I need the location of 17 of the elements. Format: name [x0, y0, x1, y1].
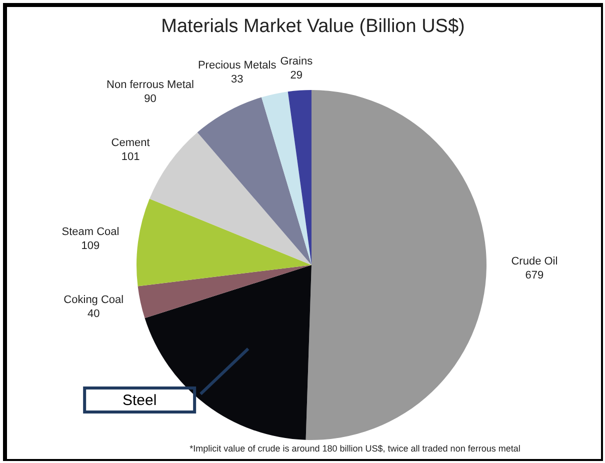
text: *Implicit value of crude is around 180 billion US$, twice all traded non ferrous metal: [190, 443, 520, 454]
slice-label: Precious Metals: [198, 59, 277, 72]
data-label: 101: [121, 150, 140, 163]
data-label: 33: [230, 73, 244, 86]
data-label: 40: [88, 308, 100, 320]
slice-label: Steam Coal: [62, 226, 120, 238]
slice-label: Coking Coal: [64, 294, 124, 306]
slice-label: Crude Oil: [511, 255, 558, 268]
data-label: 29: [290, 69, 303, 82]
data-label: 679: [525, 269, 544, 282]
slice-label: Grains: [280, 55, 314, 68]
slice-label: Steel: [122, 392, 157, 410]
data-label: 90: [144, 93, 156, 106]
slice-label: Non ferrous Metal: [106, 79, 194, 92]
data-label: 109: [81, 240, 100, 252]
chart-title: Materials Market Value (Billion US$): [161, 16, 465, 38]
slice-label: Cement: [111, 136, 150, 149]
